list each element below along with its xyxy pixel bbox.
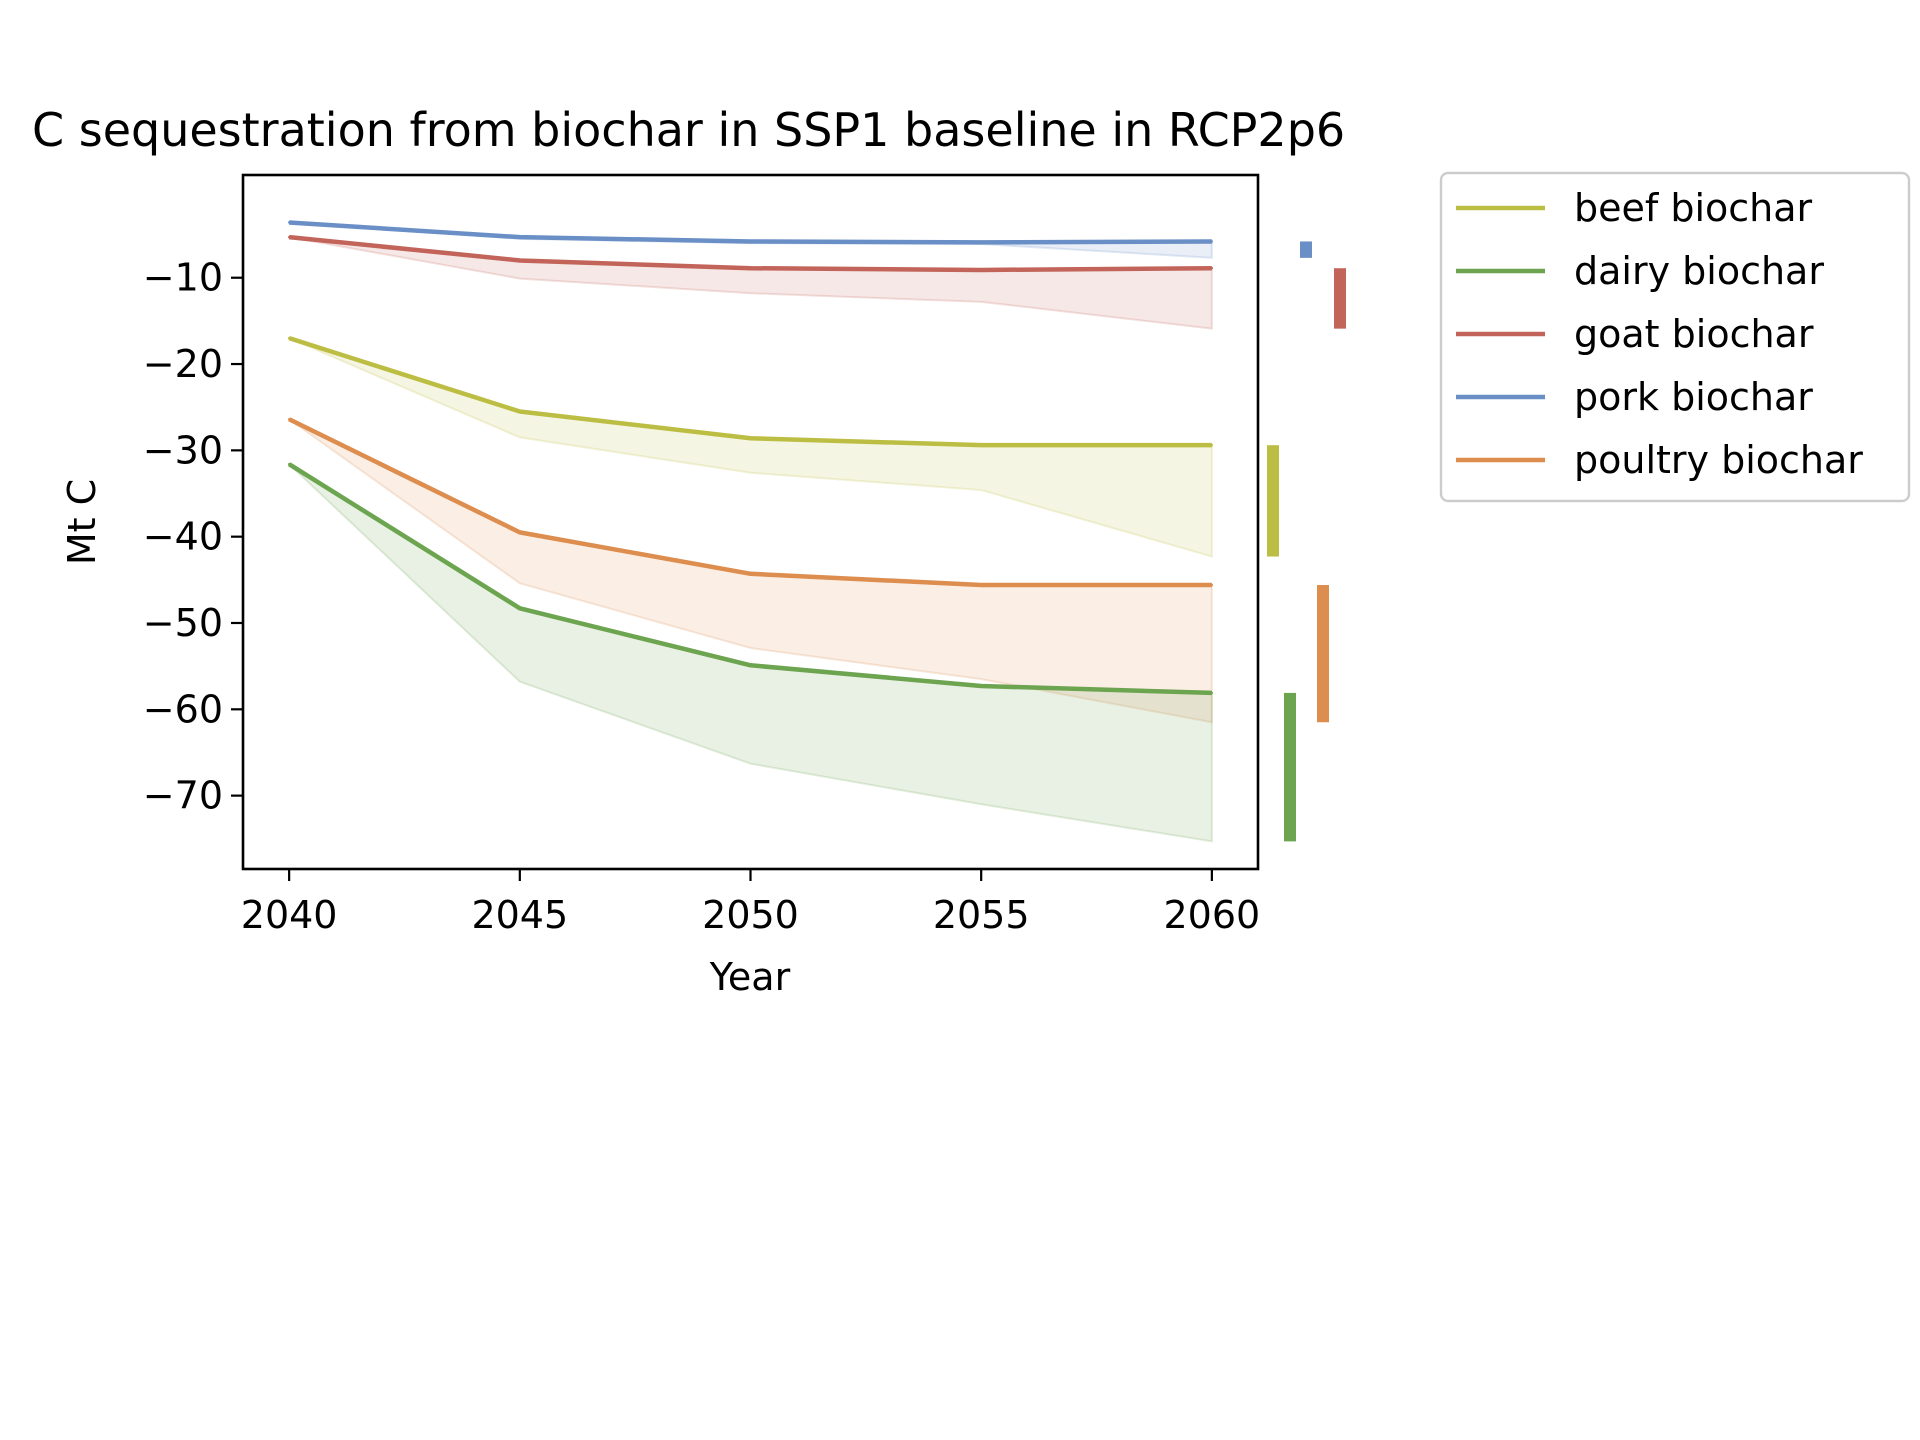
dairy-biochar-point [749, 664, 752, 667]
y-axis-label: Mt C [60, 479, 104, 565]
poultry-biochar-point [749, 572, 752, 575]
dairy-biochar-point [979, 684, 983, 688]
goat-biochar-point [518, 259, 522, 262]
goat-biochar-range-bar [1334, 268, 1346, 329]
beef-biochar-point [979, 443, 983, 447]
beef-biochar-point [749, 437, 752, 440]
poultry-biochar-point [518, 531, 522, 534]
goat-biochar-point [1210, 267, 1214, 270]
x-tick-label: 2050 [702, 893, 799, 937]
pork-biochar-point [1210, 240, 1214, 243]
legend-label: dairy biochar [1574, 249, 1824, 293]
legend-label: pork biochar [1574, 375, 1813, 419]
y-tick-label: −10 [143, 256, 223, 300]
x-tick-label: 2045 [471, 893, 568, 937]
y-tick-label: −50 [143, 601, 223, 645]
poultry-biochar-point [979, 583, 983, 587]
beef-biochar-point [287, 336, 291, 340]
legend-label: goat biochar [1574, 312, 1814, 356]
poultry-biochar-point [1210, 583, 1214, 587]
y-tick-label: −30 [143, 428, 223, 472]
y-tick-label: −60 [143, 687, 223, 731]
beef-biochar-point [1210, 443, 1214, 447]
legend-item-poultry-biochar: poultry biochar [1456, 438, 1863, 482]
dairy-biochar-point [287, 462, 291, 466]
x-axis-label: Year [709, 955, 791, 999]
pork-biochar-point [749, 240, 752, 243]
legend-item-pork-biochar: pork biochar [1456, 375, 1813, 419]
x-tick-label: 2055 [933, 893, 1030, 937]
uncertainty-bands [288, 221, 1213, 843]
goat-biochar-point [749, 267, 752, 270]
pork-biochar-line [288, 220, 1212, 245]
pork-biochar-range-bar [1300, 241, 1312, 258]
legend-item-beef-biochar: beef biochar [1456, 186, 1813, 230]
legend-frame [1439, 171, 1911, 503]
legend-item-goat-biochar: goat biochar [1456, 312, 1814, 356]
legend: beef biochar dairy biochar goat biochar por… [1439, 171, 1911, 503]
legend-label: beef biochar [1574, 186, 1813, 230]
range-bars [1267, 241, 1346, 842]
x-tick-label: 2040 [241, 893, 338, 937]
beef-biochar-range-bar [1267, 445, 1279, 557]
series-lines [287, 220, 1214, 696]
dairy-biochar-point [518, 607, 522, 610]
chart-title: C sequestration from biochar in SSP1 bas… [32, 103, 1345, 157]
legend-item-dairy-biochar: dairy biochar [1456, 249, 1824, 293]
x-axis: 2040 2045 2050 2055 2060 [241, 869, 1260, 937]
y-axis: −10 −20 −30 −40 −50 −60 −70 [143, 256, 243, 818]
y-tick-label: −70 [143, 774, 223, 818]
y-tick-label: −40 [143, 515, 223, 559]
pork-biochar-point [518, 235, 522, 239]
goat-biochar-point [979, 268, 983, 272]
beef-biochar-point [518, 410, 522, 413]
x-tick-label: 2060 [1164, 893, 1261, 937]
dairy-biochar-range-bar [1284, 692, 1296, 842]
legend-label: poultry biochar [1574, 438, 1863, 482]
y-tick-label: −20 [143, 342, 223, 386]
poultry-biochar-point [287, 418, 291, 421]
pork-biochar-point [287, 221, 291, 224]
poultry-biochar-range-bar [1317, 585, 1329, 723]
dairy-biochar-point [1210, 691, 1214, 695]
goat-biochar-point [287, 235, 291, 239]
pork-biochar-point [979, 241, 983, 244]
